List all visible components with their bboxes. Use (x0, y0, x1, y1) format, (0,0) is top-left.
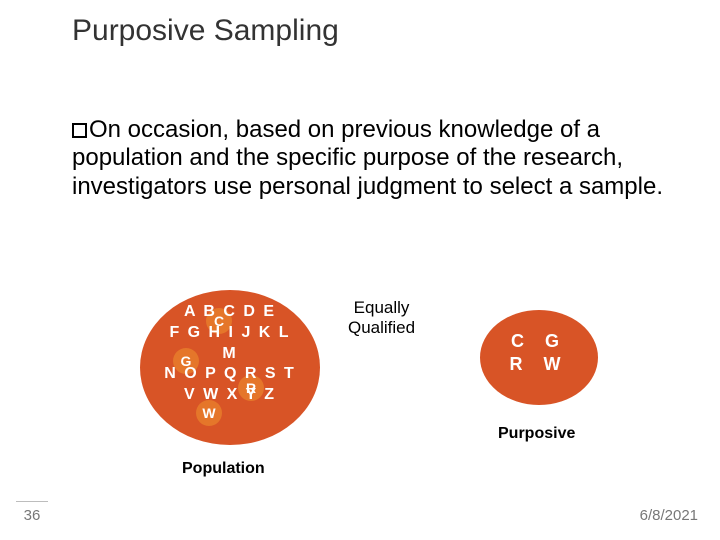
arrow-label: Equally Qualified (348, 298, 415, 337)
pop-row-1: A B C D E (184, 303, 276, 320)
pop-row-2: F G H I J K L (169, 324, 290, 341)
pop-row-5: V W X Y Z (184, 386, 276, 403)
population-label: Population (182, 460, 265, 478)
sampling-diagram: C G R W A B C D E F G H I J K L M N O P … (120, 280, 660, 490)
sample-row-2: R W (510, 354, 569, 374)
arrow-label-line1: Equally (354, 298, 410, 317)
bullet-box-icon (72, 123, 87, 138)
population-letters: A B C D E F G H I J K L M N O P Q R S T … (150, 302, 310, 406)
sample-row-1: C G (511, 331, 567, 351)
arrow-label-line2: Qualified (348, 318, 415, 337)
body-text-content: On occasion, based on previous knowledge… (72, 116, 663, 200)
sample-letters: C G R W (488, 330, 590, 377)
slide-title: Purposive Sampling (72, 14, 339, 48)
sample-label: Purposive (498, 425, 575, 443)
slide-number: 36 (18, 507, 46, 524)
pop-row-4: N O P Q R S T (164, 365, 296, 382)
slide-date: 6/8/2021 (640, 507, 698, 524)
body-paragraph: On occasion, based on previous knowledge… (72, 116, 672, 201)
pop-row-3: M (150, 344, 310, 365)
